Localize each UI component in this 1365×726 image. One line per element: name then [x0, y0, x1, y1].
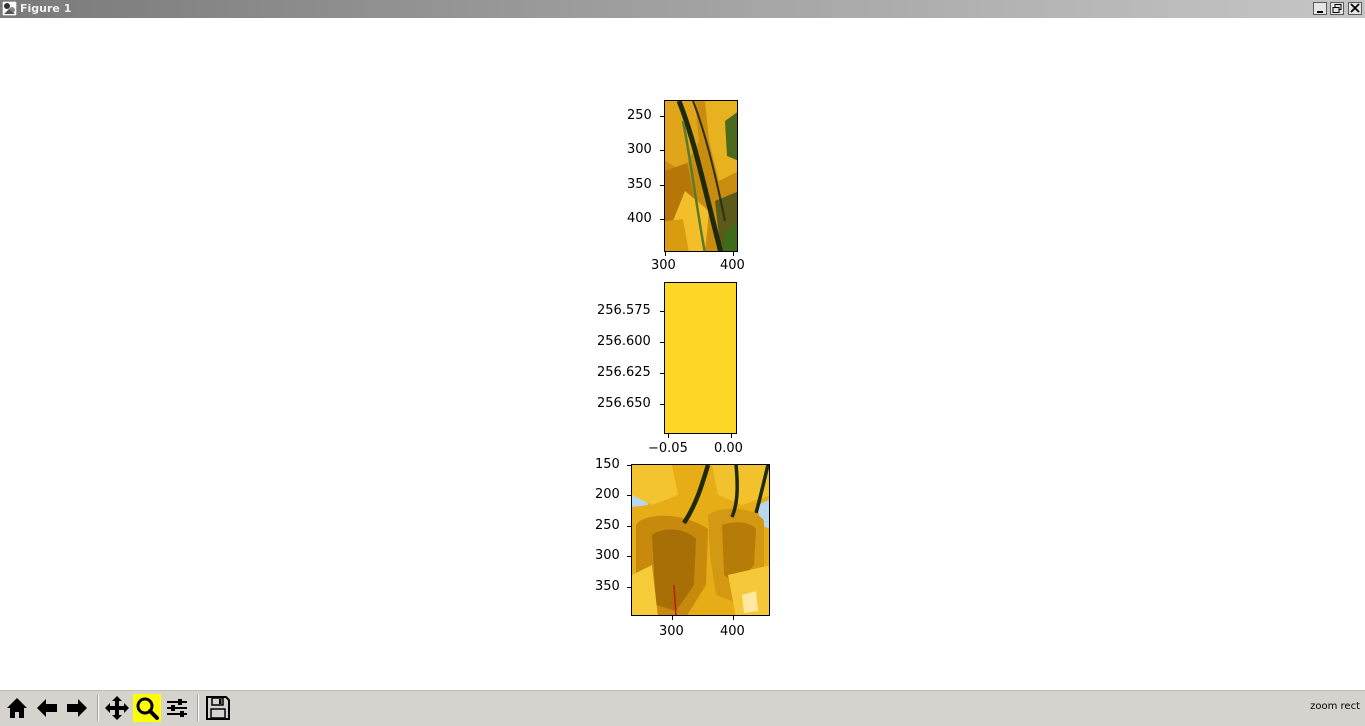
x-tick-label: 300	[651, 258, 676, 273]
toolbar-separator	[197, 695, 199, 721]
restore-button[interactable]	[1330, 2, 1344, 15]
pan-move-icon	[105, 696, 129, 720]
figure-canvas[interactable]: 250 300 350 400 300 400 256.575 256.600 …	[0, 18, 1365, 690]
y-tick	[660, 342, 664, 343]
y-tick-label: 256.625	[597, 365, 651, 380]
back-button[interactable]	[33, 694, 61, 722]
y-tick	[627, 526, 631, 527]
y-tick	[627, 465, 631, 466]
x-tick-label: 0.00	[714, 441, 743, 456]
y-tick	[660, 150, 664, 151]
x-tick-label: −0.05	[648, 441, 688, 456]
y-tick-label: 200	[595, 487, 620, 502]
back-arrow-icon	[37, 699, 57, 717]
forward-button[interactable]	[63, 694, 91, 722]
y-tick-label: 250	[627, 108, 652, 123]
x-tick-label: 400	[720, 258, 745, 273]
y-tick-label: 150	[595, 457, 620, 472]
x-tick	[665, 252, 666, 256]
x-tick	[733, 252, 734, 256]
home-icon	[7, 698, 27, 718]
status-message: zoom rect	[1310, 701, 1360, 712]
save-button[interactable]	[204, 694, 232, 722]
tulip-image-crop-top	[665, 101, 737, 251]
y-tick-label: 350	[627, 177, 652, 192]
sliders-icon	[167, 699, 187, 717]
y-tick	[660, 404, 664, 405]
y-tick	[660, 116, 664, 117]
axes-top-image[interactable]	[664, 100, 738, 252]
floppy-disk-save-icon	[206, 696, 230, 720]
x-tick-label: 300	[659, 624, 684, 639]
x-tick	[672, 616, 673, 620]
y-tick-label: 256.600	[597, 334, 651, 349]
restore-icon	[1332, 4, 1342, 13]
y-tick-label: 256.650	[597, 396, 651, 411]
home-button[interactable]	[3, 694, 31, 722]
y-tick-label: 256.575	[597, 303, 651, 318]
y-tick-label: 300	[627, 142, 652, 157]
y-tick	[660, 219, 664, 220]
navigation-toolbar: zoom rect	[0, 690, 1365, 726]
x-tick	[733, 616, 734, 620]
minimize-button[interactable]	[1313, 2, 1327, 15]
axes-middle-solid[interactable]	[664, 282, 737, 434]
toolbar-separator	[97, 695, 99, 721]
axes-bottom-image[interactable]	[631, 464, 770, 616]
y-tick-label: 250	[595, 518, 620, 533]
close-icon	[1350, 3, 1360, 13]
window-title-bar: Figure 1	[0, 0, 1365, 18]
figure-app-icon	[2, 1, 17, 16]
zoom-button[interactable]	[133, 694, 161, 722]
tulip-image-crop-bottom	[632, 465, 769, 615]
window-title: Figure 1	[20, 2, 72, 15]
x-tick-label: 400	[720, 624, 745, 639]
y-tick	[660, 185, 664, 186]
close-button[interactable]	[1348, 2, 1362, 15]
y-tick-label: 300	[595, 548, 620, 563]
y-tick	[627, 587, 631, 588]
y-tick	[660, 311, 664, 312]
configure-subplots-button[interactable]	[163, 694, 191, 722]
forward-arrow-icon	[67, 699, 87, 717]
y-tick-label: 400	[627, 211, 652, 226]
zoom-magnifier-icon	[136, 697, 159, 720]
minimize-icon	[1317, 11, 1323, 13]
y-tick-label: 350	[595, 579, 620, 594]
y-tick	[627, 495, 631, 496]
pan-button[interactable]	[103, 694, 131, 722]
y-tick	[660, 373, 664, 374]
x-tick	[731, 434, 732, 438]
y-tick	[627, 556, 631, 557]
x-tick	[668, 434, 669, 438]
